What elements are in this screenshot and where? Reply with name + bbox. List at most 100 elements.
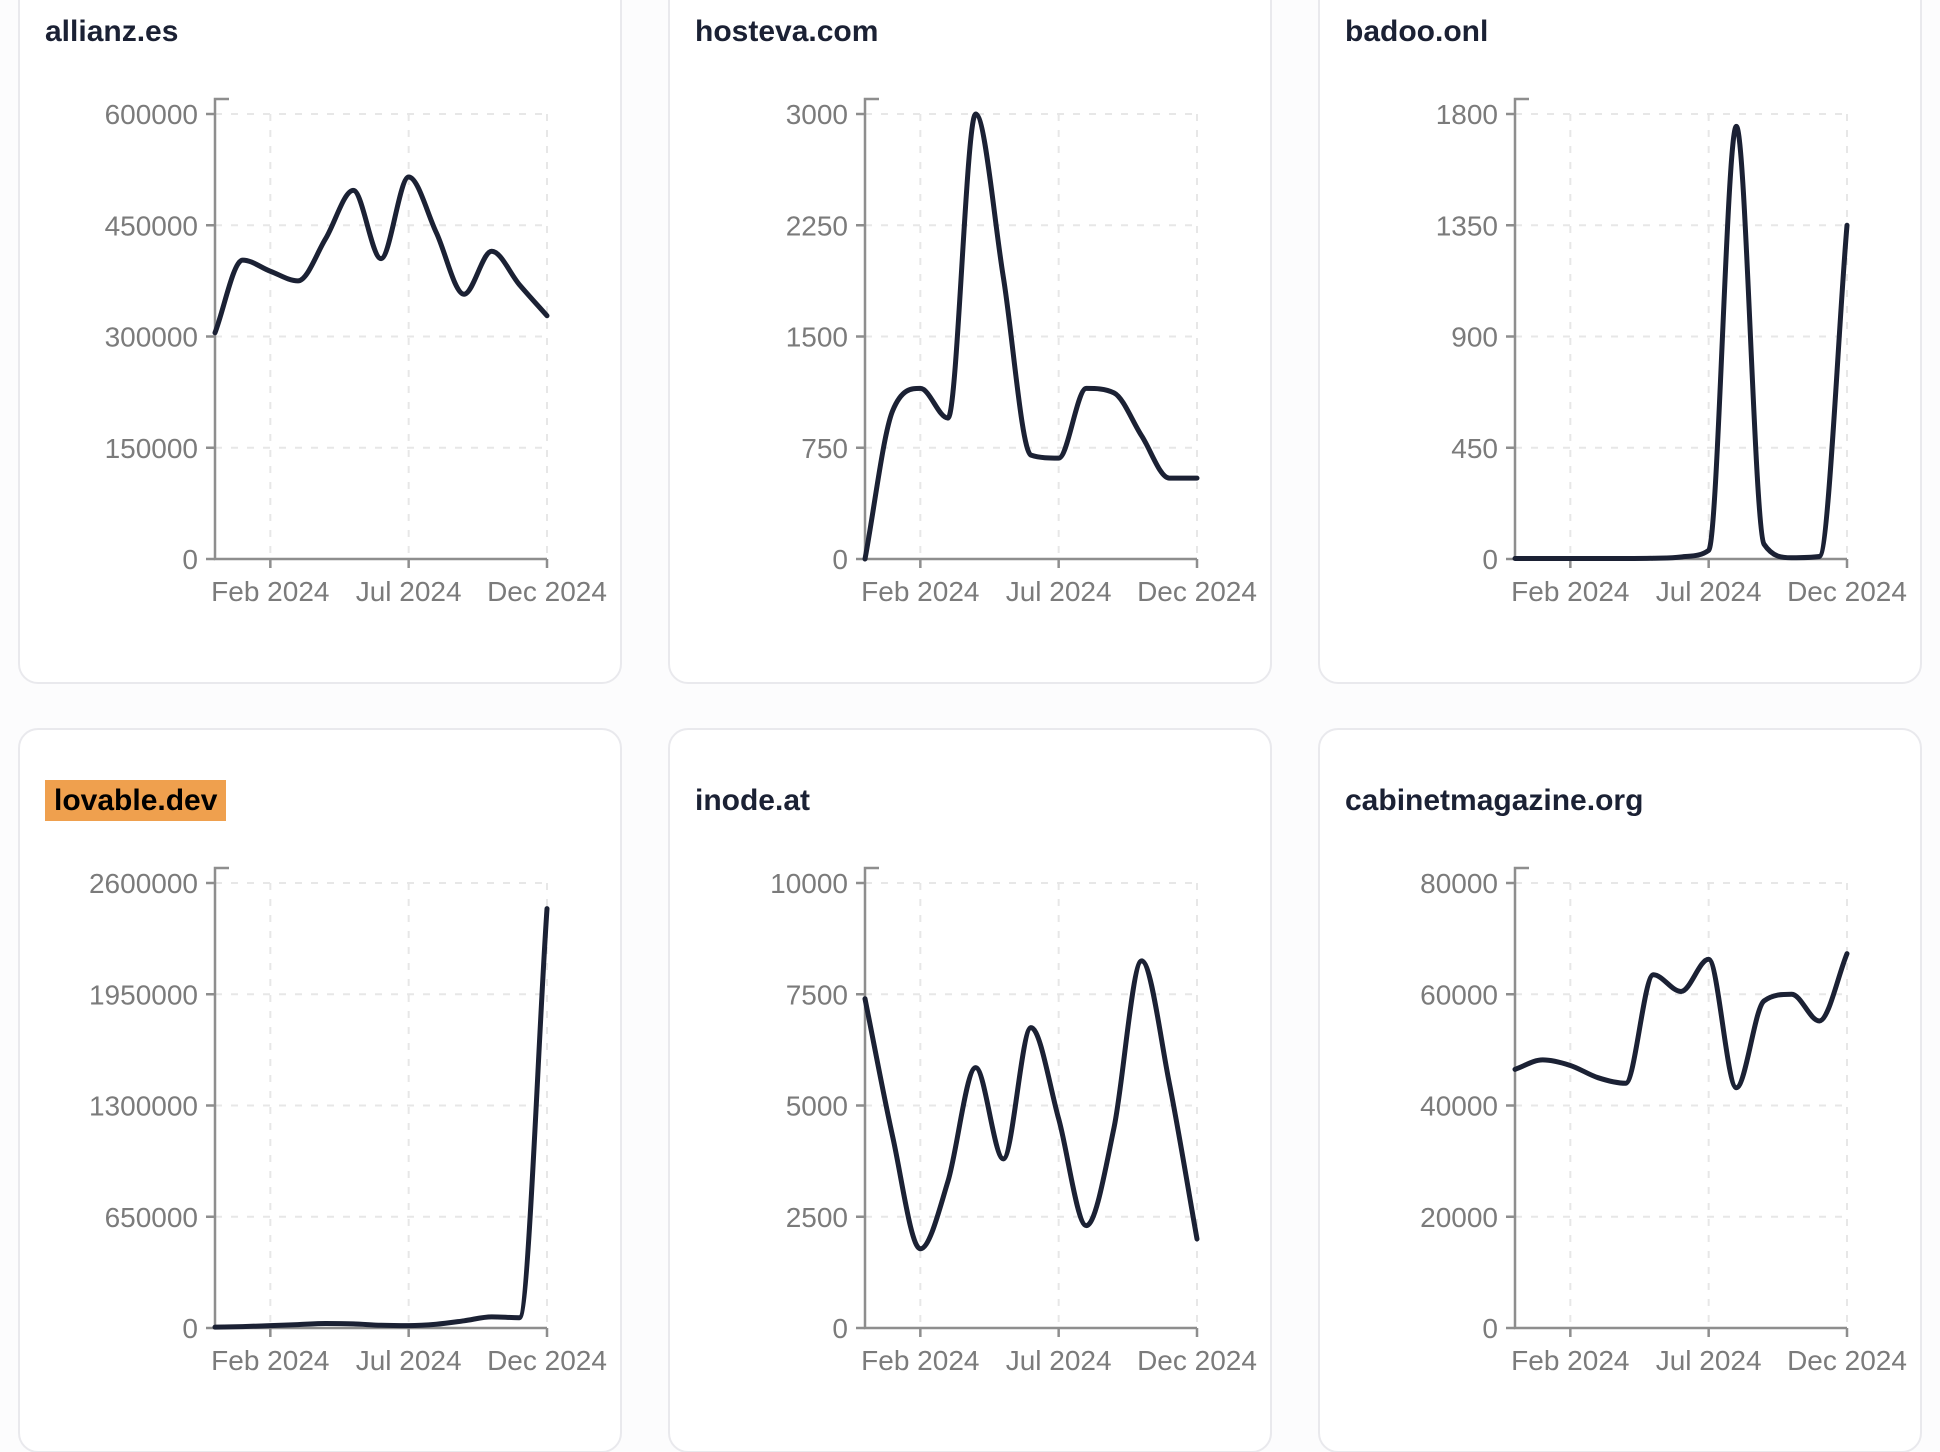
axis-tick-labels: 3000 2250 1500 750 0 Feb 2024 Jul 2024 Dec 2024 [786, 99, 1257, 607]
y-tick-label: 300000 [105, 322, 198, 353]
data-line [212, 174, 550, 336]
y-tick-label: 3000 [786, 99, 848, 130]
y-tick-label: 1350 [1436, 210, 1498, 241]
y-tick-label: 450000 [105, 210, 198, 241]
y-tick-label: 2500 [786, 1202, 848, 1233]
y-tick-label: 900 [1451, 322, 1498, 353]
y-tick-label: 0 [832, 1313, 848, 1344]
data-line [212, 906, 550, 1330]
axis-line [213, 97, 547, 561]
axis-line [863, 97, 1197, 561]
domain-chart-card: inode.at 10000 7500 5000 2500 0 Feb 2024 Jul 2… [668, 728, 1272, 1452]
y-tick-label: 80000 [1420, 868, 1498, 899]
axis-tick-labels: 2600000 1950000 1300000 650000 0 Feb 2024 Jul … [89, 868, 607, 1376]
y-tick-label: 1500 [786, 322, 848, 353]
data-line [1512, 123, 1850, 562]
y-tick-label: 650000 [105, 1202, 198, 1233]
y-tick-label: 1950000 [89, 979, 198, 1010]
axes [206, 97, 549, 568]
gridlines [215, 113, 548, 559]
domain-title: cabinetmagazine.org [1345, 784, 1644, 817]
domain-chart-card: lovable.dev 2600000 1950000 1300000 650000 0… [18, 728, 622, 1452]
x-tick-label: Dec 2024 [1137, 576, 1257, 607]
y-tick-label: 0 [832, 544, 848, 575]
axis-tick-labels: 1800 1350 900 450 0 Feb 2024 Jul 2024 Dec 2024 [1436, 99, 1907, 607]
gridlines [1515, 882, 1848, 1328]
x-tick-label: Jul 2024 [1656, 576, 1762, 607]
domain-title: badoo.onl [1345, 15, 1489, 48]
gridlines [865, 113, 1198, 559]
axes [1506, 97, 1849, 568]
data-line [862, 958, 1200, 1252]
y-tick-label: 60000 [1420, 979, 1498, 1010]
axis-tick-labels: 80000 60000 40000 20000 0 Feb 2024 Jul 2024 Dec… [1420, 868, 1907, 1376]
axis-line [863, 866, 1197, 1330]
traffic-line-chart: 1800 1350 900 450 0 Feb 2024 Jul 2024 Dec 2024 [1436, 97, 1907, 607]
y-tick-label: 40000 [1420, 1091, 1498, 1122]
traffic-series-line [1512, 951, 1850, 1091]
y-tick-label: 0 [1482, 1313, 1498, 1344]
traffic-line-chart: 10000 7500 5000 2500 0 Feb 2024 Jul 2024 Dec 20… [770, 866, 1257, 1376]
domain-title: inode.at [695, 784, 811, 817]
data-line [862, 111, 1200, 562]
x-tick-label: Dec 2024 [1787, 1345, 1907, 1376]
x-tick-label: Jul 2024 [1656, 1345, 1762, 1376]
x-tick-label: Feb 2024 [211, 576, 329, 607]
traffic-line-chart: 600000 450000 300000 150000 0 Feb 2024 Jul 202… [105, 97, 607, 607]
axes [856, 97, 1199, 568]
y-tick-label: 450 [1451, 433, 1498, 464]
traffic-series-line [212, 906, 550, 1330]
y-tick-label: 1300000 [89, 1091, 198, 1122]
x-tick-label: Feb 2024 [861, 576, 979, 607]
x-tick-label: Jul 2024 [1006, 1345, 1112, 1376]
y-tick-label: 7500 [786, 979, 848, 1010]
y-tick-label: 1800 [1436, 99, 1498, 130]
x-tick-label: Feb 2024 [1511, 576, 1629, 607]
axis-line [213, 866, 547, 1330]
x-tick-label: Feb 2024 [211, 1345, 329, 1376]
domain-chart-card: allianz.es 600000 450000 300000 150000 0 Feb … [18, 0, 622, 684]
traffic-series-line [1512, 123, 1850, 562]
domain-title: lovable.dev [45, 780, 620, 821]
domain-chart-card: badoo.onl 1800 1350 900 450 0 Feb 2024 Jul 202… [1318, 0, 1922, 684]
title-highlight: lovable.dev [45, 780, 227, 821]
x-tick-label: Feb 2024 [861, 1345, 979, 1376]
y-tick-label: 750 [801, 433, 848, 464]
x-tick-label: Jul 2024 [356, 576, 462, 607]
gridlines [215, 882, 548, 1328]
traffic-line-chart: 80000 60000 40000 20000 0 Feb 2024 Jul 2024 Dec… [1420, 866, 1907, 1376]
domain-chart-card: cabinetmagazine.org 80000 60000 40000 20000… [1318, 728, 1922, 1452]
y-tick-label: 150000 [105, 433, 198, 464]
gridlines [1515, 113, 1848, 559]
y-tick-label: 20000 [1420, 1202, 1498, 1233]
traffic-series-line [862, 111, 1200, 562]
axes [856, 866, 1199, 1337]
domain-chart-card: hosteva.com 3000 2250 1500 750 0 Feb 2024 Jul … [668, 0, 1272, 684]
axes [206, 866, 549, 1337]
y-tick-label: 0 [182, 544, 198, 575]
x-tick-label: Dec 2024 [487, 576, 607, 607]
y-tick-label: 600000 [105, 99, 198, 130]
x-tick-label: Dec 2024 [1137, 1345, 1257, 1376]
y-tick-label: 2250 [786, 210, 848, 241]
x-tick-label: Jul 2024 [1006, 576, 1112, 607]
y-tick-label: 5000 [786, 1091, 848, 1122]
axis-tick-labels: 10000 7500 5000 2500 0 Feb 2024 Jul 2024 Dec 20… [770, 868, 1257, 1376]
axis-line [1513, 97, 1847, 561]
data-line [1512, 951, 1850, 1091]
traffic-line-chart: 3000 2250 1500 750 0 Feb 2024 Jul 2024 Dec 2024 [786, 97, 1257, 607]
y-tick-label: 0 [1482, 544, 1498, 575]
y-tick-label: 10000 [770, 868, 848, 899]
domain-title: hosteva.com [695, 15, 879, 48]
y-tick-label: 0 [182, 1313, 198, 1344]
y-tick-label: 2600000 [89, 868, 198, 899]
traffic-line-chart: 2600000 1950000 1300000 650000 0 Feb 2024 Jul … [89, 866, 607, 1376]
gridlines [865, 882, 1198, 1328]
axis-line [1513, 866, 1847, 1330]
traffic-series-line [212, 174, 550, 336]
x-tick-label: Dec 2024 [487, 1345, 607, 1376]
axes [1506, 866, 1849, 1337]
x-tick-label: Jul 2024 [356, 1345, 462, 1376]
x-tick-label: Feb 2024 [1511, 1345, 1629, 1376]
